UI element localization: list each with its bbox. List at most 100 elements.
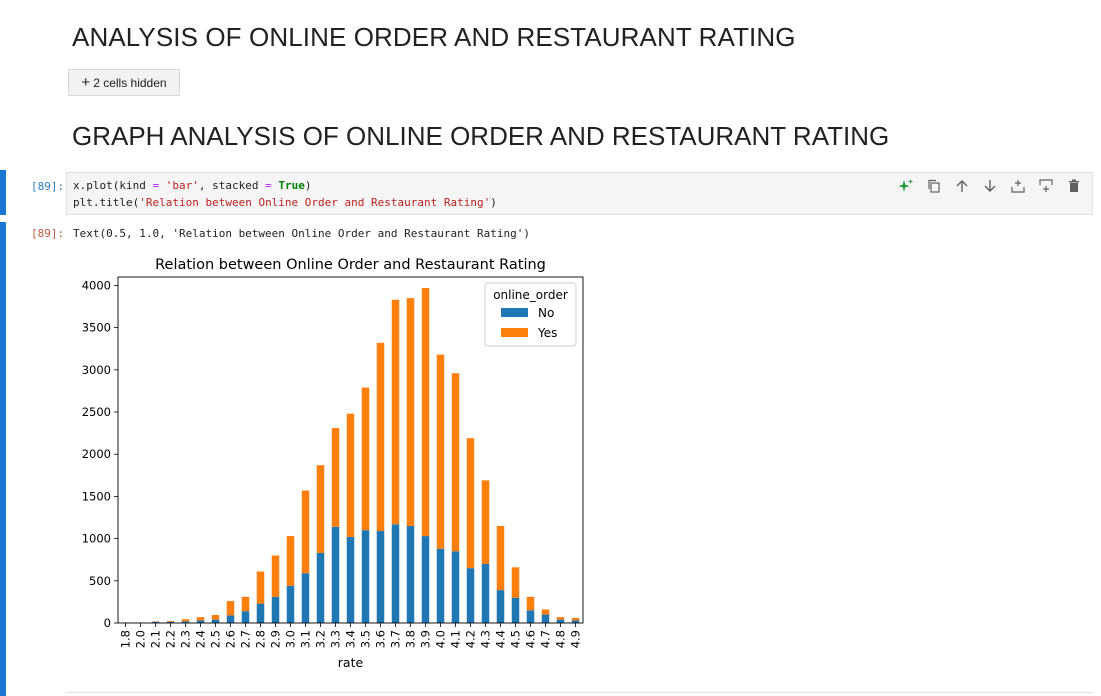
bar-no-2.6 [226,615,235,623]
output-cell-collapse-bar[interactable] [0,222,6,696]
code-cell-editor[interactable]: x.plot(kind = 'bar', stacked = True) plt… [66,172,1093,215]
code-line-1: x.plot(kind = 'bar', stacked = True) [73,179,312,192]
stacked-bar-chart: Relation between Online Order and Restau… [82,257,584,670]
bar-yes-4.9 [571,617,580,621]
y-tick-label: 1000 [82,532,111,546]
y-tick-label: 2500 [82,405,111,419]
bar-no-3.7 [391,524,400,623]
plus-icon: + [81,73,91,91]
x-tick-label: 2.0 [134,630,148,648]
legend-title: online_order [493,288,568,302]
bar-no-3.6 [376,531,385,623]
hidden-cells-label: 2 cells hidden [93,75,167,90]
bar-no-2.2 [166,621,175,623]
delete-icon[interactable] [1066,178,1082,194]
bar-yes-4.0 [436,354,445,549]
y-tick-label: 3500 [82,321,111,335]
legend-swatch-no [501,308,528,317]
bar-no-3.8 [406,525,415,623]
x-tick-label: 2.9 [269,630,283,648]
bar-yes-3.4 [346,413,355,537]
x-tick-label: 3.4 [344,630,358,648]
bar-yes-4.1 [451,373,460,552]
cell-toolbar [898,178,1082,194]
bar-no-3.5 [361,530,370,623]
insert-below-icon[interactable] [1038,178,1054,194]
bar-yes-3.3 [331,428,340,527]
move-down-icon[interactable] [982,178,998,194]
x-tick-label: 3.2 [314,630,328,648]
y-tick-label: 1500 [82,489,111,503]
x-tick-label: 3.1 [299,630,313,648]
bar-yes-4.6 [526,596,535,611]
bar-no-3.4 [346,536,355,623]
next-cell-border [66,692,1093,693]
code-cell-selection-bar[interactable] [0,170,6,215]
bar-no-2.7 [241,611,250,623]
y-tick-label: 500 [89,574,111,588]
bar-no-2.1 [151,621,160,623]
bar-no-4.0 [436,548,445,623]
notebook-heading-2: GRAPH ANALYSIS OF ONLINE ORDER AND RESTA… [72,121,890,151]
x-tick-label: 2.2 [164,630,178,648]
bar-yes-2.4 [196,617,205,621]
sparkle-icon[interactable] [898,178,914,194]
hidden-cells-button[interactable]: + 2 cells hidden [68,69,180,96]
bar-yes-2.8 [256,571,265,604]
bar-yes-3.8 [406,298,415,526]
bar-no-4.7 [541,614,550,623]
x-tick-label: 3.6 [374,630,388,648]
x-tick-label: 2.7 [239,630,253,648]
bar-yes-3.9 [421,287,430,537]
copy-icon[interactable] [926,178,942,194]
bar-no-4.2 [466,568,475,623]
x-tick-label: 3.7 [389,630,403,648]
bar-no-4.3 [481,563,490,623]
y-tick-label: 0 [104,616,111,630]
bar-yes-3.6 [376,342,385,532]
bar-no-2.9 [271,596,280,623]
x-tick-label: 3.5 [359,630,373,648]
x-tick-label: 4.7 [539,630,553,648]
bar-yes-3.1 [301,490,310,574]
bar-yes-4.2 [466,438,475,569]
bar-yes-4.5 [511,567,520,598]
bar-yes-4.4 [496,525,505,591]
y-tick-label: 2000 [82,447,111,461]
bar-no-2.3 [181,621,190,623]
bar-no-4.9 [571,620,580,623]
x-tick-label: 2.3 [179,630,193,648]
bar-no-4.6 [526,610,535,623]
x-tick-label: 4.0 [434,630,448,648]
legend-label-yes: Yes [537,326,557,340]
insert-above-icon[interactable] [1010,178,1026,194]
bar-yes-4.7 [541,609,550,615]
x-tick-label: 3.0 [284,630,298,648]
bar-no-2.8 [256,603,265,623]
bar-yes-2.5 [211,614,220,620]
x-tick-label: 1.8 [119,630,133,648]
bar-no-3.0 [286,585,295,623]
x-tick-label: 4.3 [479,630,493,648]
output-prompt: [89]: [31,227,65,240]
bar-yes-2.2 [166,620,175,622]
chart-title: Relation between Online Order and Restau… [155,257,546,273]
x-tick-label: 3.9 [419,630,433,648]
y-tick-label: 4000 [82,278,111,292]
x-tick-label: 3.8 [404,630,418,648]
bar-no-3.9 [421,536,430,623]
notebook-heading-1: ANALYSIS OF ONLINE ORDER AND RESTAURANT … [72,22,796,52]
x-tick-label: 2.4 [194,630,208,648]
legend-label-no: No [538,306,554,320]
x-tick-label: 2.6 [224,630,238,648]
plot-frame [117,276,584,624]
bar-yes-3.5 [361,387,370,531]
bar-no-4.8 [556,619,565,623]
x-tick-label: 4.4 [494,630,508,648]
x-tick-label: 4.6 [524,630,538,648]
move-up-icon[interactable] [954,178,970,194]
y-tick-label: 3000 [82,363,111,377]
bar-no-3.1 [301,573,310,623]
x-tick-label: 4.2 [464,630,478,648]
x-tick-label: 4.1 [449,630,463,648]
